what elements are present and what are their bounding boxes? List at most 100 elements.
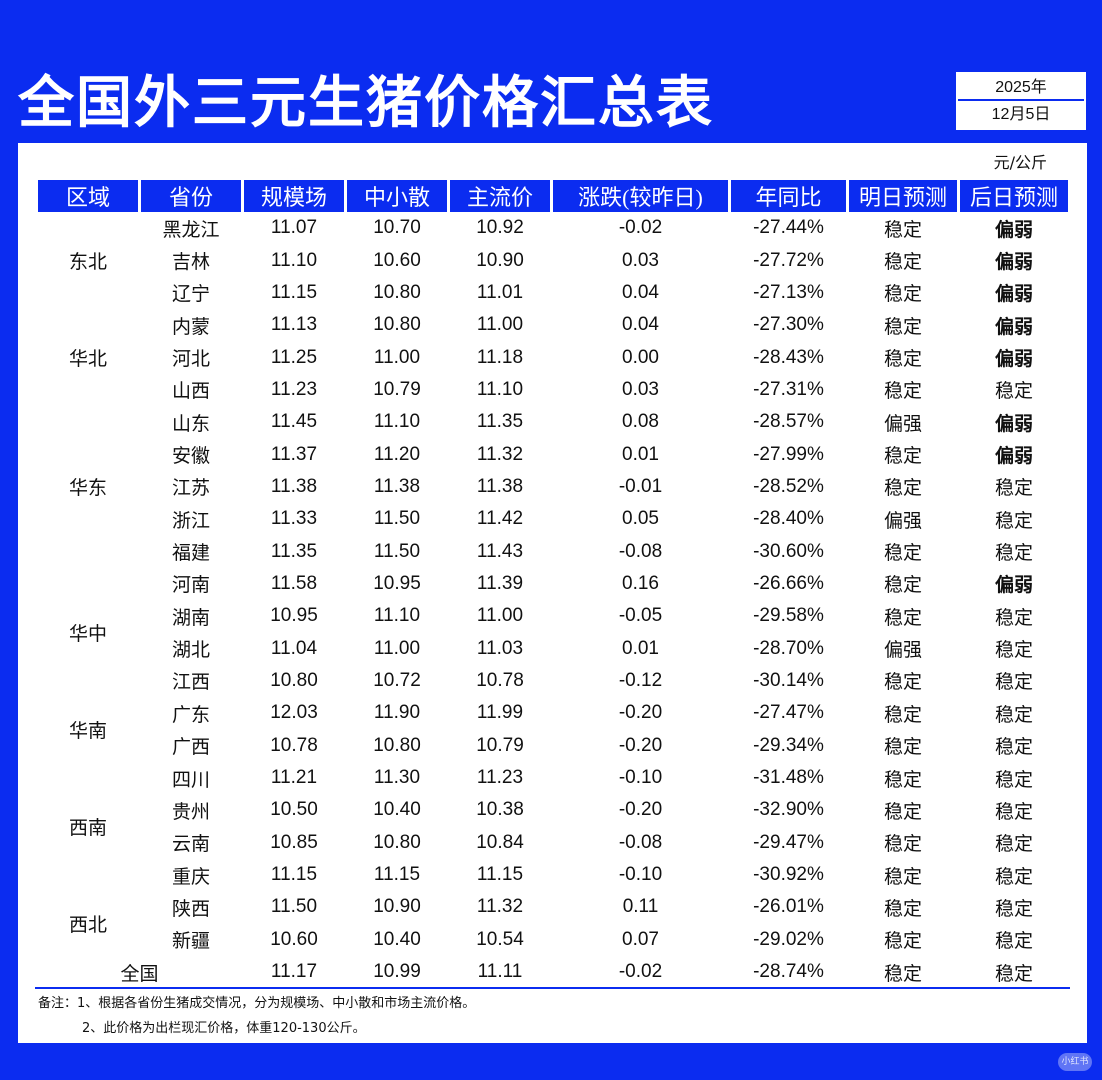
main-price: 11.23: [476, 767, 524, 789]
forecast-after: 偏弱: [994, 349, 1033, 371]
price-change: 0.16: [622, 572, 659, 594]
main-price: 11.42: [476, 508, 524, 530]
main-price: 11.00: [476, 605, 524, 627]
province-cell: 河北: [171, 349, 210, 371]
small-farm-price: 11.30: [373, 767, 421, 789]
date-day: 12月5日: [958, 101, 1084, 128]
price-change: -0.02: [618, 217, 663, 239]
province-cell: 浙江: [171, 510, 210, 532]
main-price: 11.43: [476, 540, 524, 562]
price-change: 0.07: [622, 928, 659, 950]
province-cell: 广东: [171, 704, 210, 726]
main-price: 11.11: [477, 961, 523, 983]
yoy-change: -28.74%: [753, 961, 824, 983]
forecast-tomorrow: 偏强: [883, 640, 922, 662]
region-cell: 华东: [68, 478, 107, 500]
small-farm-price: 10.72: [373, 669, 421, 691]
large-farm-price: 11.10: [270, 249, 318, 271]
small-farm-price: 11.00: [373, 637, 421, 659]
main-price: 10.78: [476, 669, 524, 691]
large-farm-price: 10.60: [270, 928, 318, 950]
forecast-tomorrow: 稳定: [883, 963, 922, 985]
province-cell: 云南: [171, 834, 210, 856]
province-cell: 吉林: [171, 252, 210, 274]
table-row: 华东 山东 11.45 11.10 11.35 0.08 -28.57% 偏强 偏弱: [38, 406, 1068, 499]
main-price: 11.15: [476, 864, 524, 886]
page-title: 全国外三元生猪价格汇总表: [18, 71, 714, 136]
forecast-tomorrow: 稳定: [883, 543, 922, 565]
province-cell: 重庆: [171, 866, 210, 888]
forecast-after: 稳定: [994, 640, 1033, 662]
price-change: -0.20: [618, 702, 663, 724]
table-row: 华南 广东 12.03 11.90 11.99 -0.20 -27.47% 稳定 稳定: [38, 697, 1068, 742]
header-change: 涨跌(较昨日): [553, 180, 728, 212]
header-small-farm: 中小散: [347, 180, 447, 212]
yoy-change: -26.66%: [753, 572, 824, 594]
notes: 备注：1、根据各省份生猪成交情况，分为规模场、中小散和市场主流价格。 2、此价格…: [38, 991, 475, 1041]
province-cell: 江西: [171, 672, 210, 694]
forecast-tomorrow: 稳定: [883, 607, 922, 629]
table-row: 华北 内蒙 11.13 10.80 11.00 0.04 -27.30% 稳定 偏弱: [38, 309, 1068, 370]
forecast-tomorrow: 稳定: [883, 672, 922, 694]
province-cell: 黑龙江: [162, 219, 220, 241]
large-farm-price: 10.95: [270, 605, 318, 627]
small-farm-price: 11.15: [373, 864, 421, 886]
large-farm-price: 11.50: [270, 896, 318, 918]
header-yoy: 年同比: [731, 180, 846, 212]
province-cell: 贵州: [171, 801, 210, 823]
small-farm-price: 11.50: [373, 508, 421, 530]
province-cell: 四川: [171, 769, 210, 791]
main-price: 11.39: [476, 572, 524, 594]
forecast-after: 稳定: [994, 737, 1033, 759]
yoy-change: -28.57%: [753, 411, 824, 433]
table-row: 华中 河南 11.58 10.95 11.39 0.16 -26.66% 稳定 偏弱: [38, 568, 1068, 645]
national-label: 全国: [120, 963, 159, 985]
header-main-price: 主流价: [450, 180, 550, 212]
yoy-change: -29.58%: [753, 605, 824, 627]
main-price: 11.10: [476, 378, 524, 400]
province-cell: 江苏: [171, 478, 210, 500]
small-farm-price: 11.10: [373, 411, 421, 433]
yoy-change: -28.70%: [753, 637, 824, 659]
forecast-tomorrow: 稳定: [883, 575, 922, 597]
large-farm-price: 10.85: [270, 831, 318, 853]
main-price: 11.18: [476, 346, 524, 368]
yoy-change: -30.14%: [753, 669, 824, 691]
price-change: 0.03: [622, 249, 659, 271]
price-change: -0.05: [618, 605, 663, 627]
watermark-logo: 小红书: [1058, 1053, 1092, 1071]
yoy-change: -30.92%: [753, 864, 824, 886]
forecast-after: 偏弱: [994, 284, 1033, 306]
large-farm-price: 11.23: [270, 378, 318, 400]
price-change: 0.00: [622, 346, 659, 368]
province-cell: 安徽: [171, 446, 210, 468]
small-farm-price: 10.40: [373, 799, 421, 821]
large-farm-price: 11.45: [270, 411, 318, 433]
price-change: 0.11: [622, 896, 659, 918]
table-row: 重庆 11.15 11.15 11.15 -0.10 -30.92% 稳定 稳定: [38, 859, 1068, 891]
main-price: 10.92: [476, 217, 524, 239]
large-farm-price: 11.25: [270, 346, 318, 368]
forecast-after: 稳定: [994, 931, 1033, 953]
price-change: 0.01: [622, 443, 659, 465]
province-cell: 山西: [171, 381, 210, 403]
province-cell: 福建: [171, 543, 210, 565]
price-change: -0.20: [618, 799, 663, 821]
price-change: -0.02: [618, 961, 663, 983]
large-farm-price: 10.78: [270, 734, 318, 756]
forecast-tomorrow: 稳定: [883, 316, 922, 338]
main-price: 10.54: [476, 928, 524, 950]
header-forecast-tomorrow: 明日预测: [849, 180, 957, 212]
forecast-tomorrow: 稳定: [883, 284, 922, 306]
forecast-tomorrow: 稳定: [883, 898, 922, 920]
price-change: 0.03: [622, 378, 659, 400]
yoy-change: -28.43%: [753, 346, 824, 368]
national-row: 全国 11.17 10.99 11.11 -0.02 -28.74% 稳定 稳定: [38, 956, 1068, 988]
main-price: 11.35: [476, 411, 524, 433]
forecast-after: 稳定: [994, 478, 1033, 500]
large-farm-price: 11.04: [270, 637, 318, 659]
forecast-after: 稳定: [994, 963, 1033, 985]
region-cell: 西北: [68, 915, 107, 937]
table-header-row: 区域 省份 规模场 中小散 主流价 涨跌(较昨日) 年同比 明日预测 后日预测: [38, 180, 1068, 212]
header-large-farm: 规模场: [244, 180, 344, 212]
